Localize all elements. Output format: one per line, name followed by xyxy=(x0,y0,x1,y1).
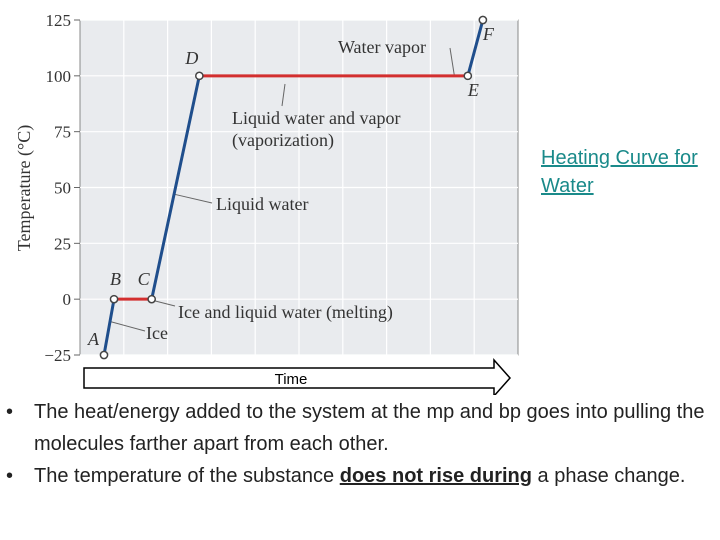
time-arrow-shape xyxy=(83,358,512,395)
bullet-text-before: The temperature of the substance xyxy=(34,465,340,487)
point-B xyxy=(109,294,119,304)
point-label-E: E xyxy=(467,80,479,100)
annotation-liquid-water-and-vapor: Liquid water and vapor xyxy=(232,108,400,128)
bullet-dot: • xyxy=(6,401,14,423)
bullet-dot: • xyxy=(6,465,14,487)
point-F xyxy=(478,15,488,25)
annotation-liquid-water: Liquid water xyxy=(216,194,308,214)
curve-segment-AB xyxy=(102,297,116,357)
point-label-F: F xyxy=(482,24,495,44)
annotation-leader-line xyxy=(173,193,213,204)
annotation-ice: Ice xyxy=(146,323,168,343)
point-label-A: A xyxy=(87,329,100,349)
y-tick-label: 100 xyxy=(46,67,72,86)
x-axis-label: Time xyxy=(275,371,308,388)
bullet-text: The heat/energy added to the system at t… xyxy=(34,401,705,455)
annotation-water-vapor: Water vapor xyxy=(338,37,426,57)
point-label-B: B xyxy=(110,269,121,289)
point-A xyxy=(99,350,109,360)
annotations: Water vapor Liquid water and vapor (vapo… xyxy=(146,37,426,343)
time-arrow: Time xyxy=(83,358,512,395)
curve-segment-CD xyxy=(150,74,201,301)
annotation-ice-and-liquid-water: Ice and liquid water (melting) xyxy=(178,302,393,323)
y-tick-label: 25 xyxy=(54,234,71,253)
bullet-emphasis: does not rise during xyxy=(339,465,532,487)
curve-points xyxy=(99,15,488,360)
curve-segments xyxy=(102,18,485,357)
y-tick-labels: −25 0 25 50 75 100 125 xyxy=(44,11,71,365)
y-tick-label: −25 xyxy=(44,346,71,365)
point-label-D: D xyxy=(184,48,198,68)
annotation-vaporization: (vaporization) xyxy=(232,130,334,151)
bullet-item: • The temperature of the substance does … xyxy=(0,460,710,492)
point-D xyxy=(194,71,204,81)
y-tick-label: 50 xyxy=(54,179,71,198)
point-labels: A B C D E F xyxy=(87,24,495,349)
curve-segment-EF xyxy=(466,18,485,78)
y-tick-label: 125 xyxy=(46,11,72,30)
point-label-C: C xyxy=(138,269,151,289)
point-C xyxy=(147,294,157,304)
y-tick-label: 75 xyxy=(54,123,71,142)
bullet-item: • The heat/energy added to the system at… xyxy=(0,396,710,460)
y-axis-label: Temperature (°C) xyxy=(14,125,35,251)
point-E xyxy=(463,71,473,81)
annotation-leader-line xyxy=(109,321,146,332)
side-title-link[interactable]: Heating Curve for Water xyxy=(541,147,698,197)
y-tick-label: 0 xyxy=(63,290,72,309)
heating-curve-chart: −25 0 25 50 75 100 125 Temperature (°C) A B C D E F… xyxy=(14,11,519,395)
annotation-leader-line xyxy=(449,47,455,76)
bullet-list: • The heat/energy added to the system at… xyxy=(0,396,710,492)
bullet-text-after: a phase change. xyxy=(531,465,686,487)
annotation-leader-line xyxy=(281,83,286,107)
